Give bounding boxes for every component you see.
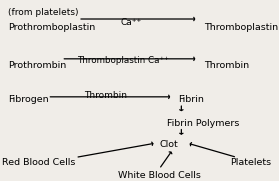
Text: Thromboplastin: Thromboplastin <box>204 23 278 32</box>
Text: Fibrin: Fibrin <box>179 95 205 104</box>
Text: Fibrogen: Fibrogen <box>8 95 49 104</box>
Text: Prothrombin: Prothrombin <box>8 61 67 70</box>
Text: (from platelets): (from platelets) <box>8 8 79 17</box>
Text: Clot: Clot <box>159 140 178 149</box>
Text: White Blood Cells: White Blood Cells <box>117 171 201 180</box>
Text: Prothromboplastin: Prothromboplastin <box>8 23 96 32</box>
Text: Thromboplastin Ca⁺⁺: Thromboplastin Ca⁺⁺ <box>77 56 169 65</box>
Text: Platelets: Platelets <box>230 158 272 167</box>
Text: Fibrin Polymers: Fibrin Polymers <box>167 119 240 128</box>
Text: Ca⁺⁺: Ca⁺⁺ <box>121 18 142 27</box>
Text: Red Blood Cells: Red Blood Cells <box>3 158 76 167</box>
Text: Thrombin: Thrombin <box>85 90 128 100</box>
Text: Thrombin: Thrombin <box>204 61 249 70</box>
